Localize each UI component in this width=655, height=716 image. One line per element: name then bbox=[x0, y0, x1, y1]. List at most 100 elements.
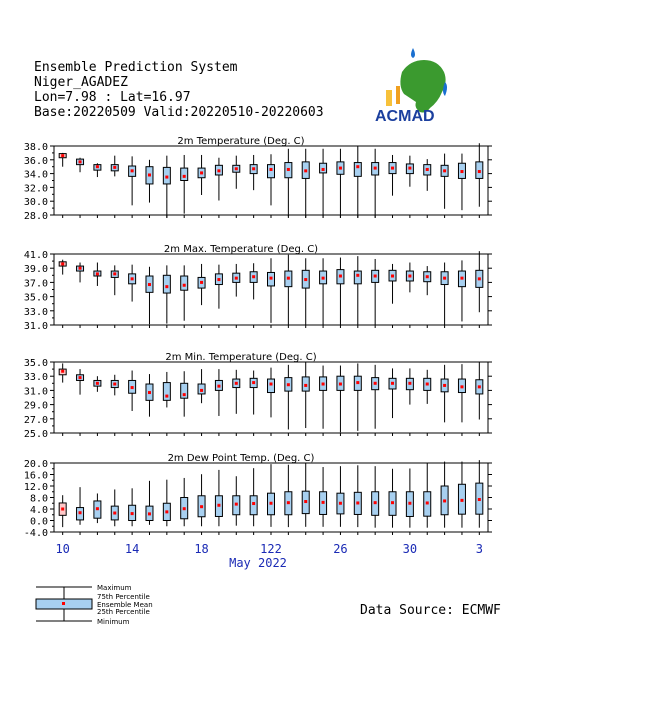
y-tick-label: 34.0 bbox=[24, 170, 48, 181]
mean-marker bbox=[356, 273, 360, 277]
mean-marker bbox=[425, 501, 429, 505]
mean-marker bbox=[113, 165, 117, 169]
x-tick-label: 3 bbox=[476, 542, 483, 556]
y-tick-label: 29.0 bbox=[24, 401, 48, 412]
mean-marker bbox=[113, 511, 117, 515]
chart-title: 2m Min. Temperature (Deg. C) bbox=[165, 352, 316, 363]
mean-marker bbox=[165, 285, 169, 289]
mean-marker bbox=[130, 512, 134, 516]
mean-marker bbox=[95, 272, 99, 276]
mean-marker bbox=[234, 381, 238, 385]
chart-title: 2m Max. Temperature (Deg. C) bbox=[164, 244, 318, 255]
y-tick-label: 25.0 bbox=[24, 429, 48, 440]
africa-map-logo: ACMAD bbox=[375, 48, 447, 125]
mean-marker bbox=[234, 502, 238, 506]
mean-marker bbox=[200, 505, 204, 509]
mean-marker bbox=[460, 170, 464, 174]
y-tick-label: 39.0 bbox=[24, 264, 48, 275]
y-tick-label: 0.0 bbox=[30, 517, 48, 528]
mean-marker bbox=[408, 166, 412, 170]
mean-marker bbox=[391, 274, 395, 278]
mean-marker bbox=[147, 173, 151, 177]
x-axis-month-label: May 2022 bbox=[229, 556, 287, 570]
mean-marker bbox=[61, 369, 65, 373]
legend: Maximum 75th Percentile Ensemble Mean 25… bbox=[35, 584, 153, 626]
y-tick-label: 30.0 bbox=[24, 197, 48, 208]
iqr-box bbox=[162, 382, 171, 401]
mean-marker bbox=[269, 501, 273, 505]
mean-marker bbox=[338, 166, 342, 170]
mean-marker bbox=[443, 169, 447, 173]
iqr-box bbox=[267, 378, 275, 394]
mean-marker bbox=[477, 385, 481, 389]
y-tick-label: 31.0 bbox=[24, 321, 48, 332]
iqr-box bbox=[180, 167, 189, 182]
x-tick-label: 18 bbox=[194, 542, 208, 556]
mean-marker bbox=[286, 501, 290, 505]
mean-marker bbox=[130, 277, 134, 281]
mean-marker bbox=[304, 500, 308, 504]
mean-marker bbox=[78, 376, 82, 380]
mean-marker bbox=[443, 276, 447, 280]
mean-marker bbox=[391, 166, 395, 170]
mean-marker bbox=[356, 501, 360, 505]
y-tick-label: 33.0 bbox=[24, 372, 48, 383]
y-tick-label: 28.0 bbox=[24, 211, 48, 222]
chart-panel-1: 2m Temperature (Deg. C) 38.0 36.0 34.0 32.0 3… bbox=[24, 136, 492, 222]
y-tick-label: 27.0 bbox=[24, 415, 48, 426]
iqr-box bbox=[249, 495, 258, 516]
mean-marker bbox=[252, 167, 256, 171]
chart-panel-2: 2m Max. Temperature (Deg. C) 41.0 39.0 37.0… bbox=[24, 244, 492, 332]
mean-marker bbox=[356, 165, 360, 169]
header-title: Ensemble Prediction System bbox=[34, 60, 238, 75]
iqr-box bbox=[267, 164, 275, 179]
mean-marker bbox=[269, 167, 273, 171]
mean-marker bbox=[269, 382, 273, 386]
y-tick-label: 36.0 bbox=[24, 156, 48, 167]
x-tick-label: 26 bbox=[333, 542, 347, 556]
mean-marker bbox=[147, 391, 151, 395]
y-tick-label: 41.0 bbox=[24, 250, 48, 261]
mean-marker bbox=[252, 275, 256, 279]
chart-title: 2m Dew Point Temp. (Deg. C) bbox=[168, 453, 315, 464]
y-tick-label: 4.0 bbox=[30, 505, 48, 516]
mean-marker bbox=[477, 277, 481, 281]
mean-marker bbox=[338, 501, 342, 505]
y-tick-label: 8.0 bbox=[30, 494, 48, 505]
mean-marker bbox=[78, 511, 82, 515]
mean-marker bbox=[113, 382, 117, 386]
y-tick-label: 20.0 bbox=[24, 459, 48, 470]
x-tick-label: 30 bbox=[403, 542, 417, 556]
chart-title: 2m Temperature (Deg. C) bbox=[177, 136, 304, 147]
y-tick-label: 32.0 bbox=[24, 183, 48, 194]
y-tick-label: 33.0 bbox=[24, 307, 48, 318]
mean-marker bbox=[147, 283, 151, 287]
mean-marker bbox=[182, 283, 186, 287]
legend-minimum: Minimum bbox=[97, 618, 130, 626]
mean-marker bbox=[425, 167, 429, 171]
mean-marker bbox=[408, 501, 412, 505]
legend-mean: Ensemble Mean bbox=[97, 601, 153, 609]
data-source: Data Source: ECMWF bbox=[360, 603, 501, 618]
mean-marker bbox=[200, 280, 204, 284]
chart-panel-3: 2m Min. Temperature (Deg. C) 35.0 33.0 31.0… bbox=[24, 352, 492, 440]
mean-marker bbox=[234, 167, 238, 171]
mean-marker bbox=[321, 500, 325, 504]
mean-marker bbox=[373, 274, 377, 278]
mean-marker bbox=[408, 274, 412, 278]
mean-marker bbox=[182, 393, 186, 397]
legend-maximum: Maximum bbox=[97, 584, 132, 592]
iqr-box bbox=[353, 162, 362, 177]
mean-marker bbox=[304, 169, 308, 173]
mean-marker bbox=[234, 276, 238, 280]
mean-marker bbox=[304, 383, 308, 387]
legend-p75: 75th Percentile bbox=[97, 593, 150, 601]
header-station: Niger_AGADEZ bbox=[34, 75, 128, 90]
mean-marker bbox=[95, 381, 99, 385]
y-tick-label: -4.0 bbox=[24, 528, 48, 539]
mean-marker bbox=[321, 276, 325, 280]
mean-marker bbox=[425, 275, 429, 279]
mean-marker bbox=[217, 169, 221, 173]
y-tick-label: 35.0 bbox=[24, 293, 48, 304]
mean-marker bbox=[147, 512, 151, 516]
